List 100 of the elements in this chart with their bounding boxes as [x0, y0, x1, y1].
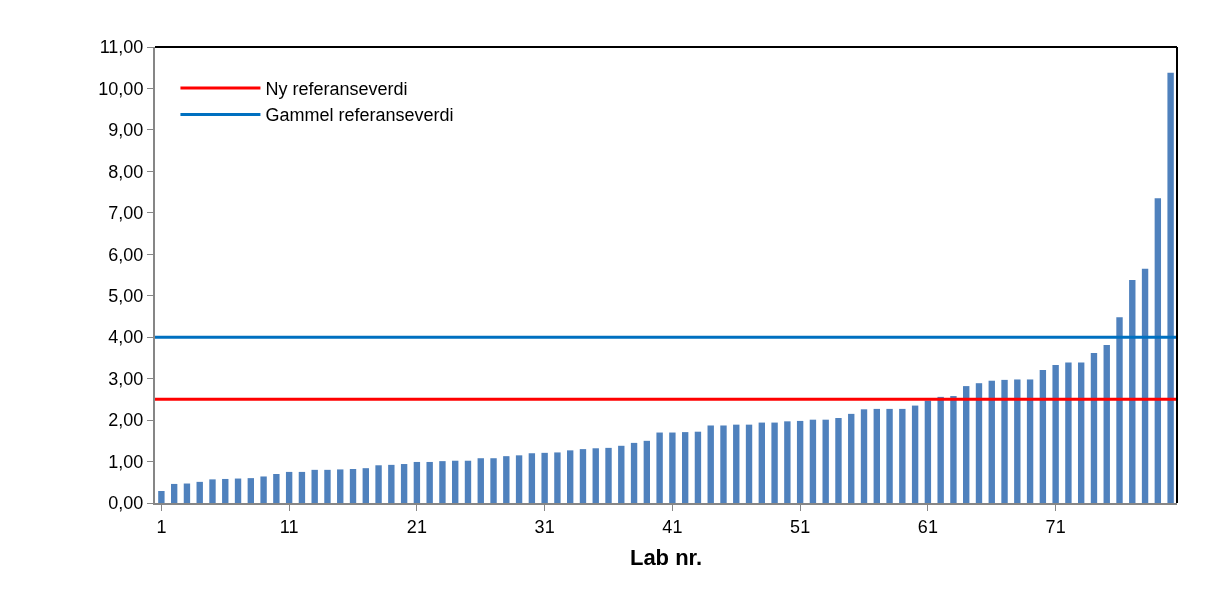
bar [592, 448, 599, 503]
bar [554, 452, 561, 503]
bar [1077, 362, 1085, 503]
bar [822, 419, 829, 503]
bar [937, 396, 944, 503]
bar [515, 455, 523, 503]
x-tick-label: 1 [156, 516, 167, 537]
y-tick-label: 2,00 [108, 410, 144, 431]
bar [1129, 279, 1136, 503]
bar [988, 380, 995, 503]
bar [566, 450, 574, 503]
bar [924, 400, 932, 503]
y-tick-label: 0,00 [108, 493, 144, 514]
y-tick-label: 7,00 [108, 203, 144, 224]
bar [324, 469, 331, 503]
bar [733, 424, 740, 503]
bar [464, 460, 472, 503]
bar [1065, 362, 1072, 503]
bar [681, 432, 689, 503]
bar [950, 396, 957, 503]
bar [707, 425, 714, 503]
bar [886, 408, 893, 503]
bar [694, 431, 702, 503]
bar [183, 483, 191, 503]
bar [400, 464, 408, 503]
bar [911, 405, 919, 503]
bar [873, 408, 880, 503]
y-tick-label: 5,00 [108, 286, 144, 307]
bar [1141, 268, 1149, 503]
bar [439, 461, 446, 503]
bar [260, 476, 267, 503]
y-tick-label: 11,00 [99, 37, 144, 58]
bar [209, 479, 216, 503]
bar [298, 471, 306, 503]
bar [388, 464, 395, 503]
y-tick-label: 4,00 [108, 327, 144, 348]
bar [835, 418, 842, 503]
x-tick-label: 51 [790, 516, 811, 537]
bar [477, 458, 484, 503]
bar [247, 478, 255, 503]
bar [362, 468, 369, 503]
bar [643, 440, 651, 503]
x-axis-title: Lab nr. [629, 545, 703, 570]
bar [745, 424, 753, 503]
bar [720, 425, 727, 503]
bar [771, 422, 778, 503]
y-tick-label: 9,00 [108, 120, 144, 141]
bar [1090, 352, 1098, 503]
bar [452, 460, 459, 503]
bar [158, 490, 165, 503]
bar [796, 420, 804, 503]
bar [1116, 317, 1123, 503]
bar [860, 409, 868, 503]
bar [541, 452, 548, 503]
bar [605, 447, 612, 503]
y-tick-label: 10,00 [98, 78, 144, 99]
bar [1103, 345, 1110, 503]
bar [349, 469, 357, 503]
bar [234, 478, 242, 503]
bar [1014, 379, 1021, 503]
bar [503, 456, 510, 503]
bar [1026, 379, 1034, 503]
bar [337, 469, 344, 503]
y-tick-label: 1,00 [108, 451, 144, 472]
bar [196, 481, 203, 503]
x-tick-label: 61 [917, 516, 938, 537]
bar [784, 421, 791, 503]
bar [758, 422, 766, 503]
bar [669, 432, 676, 503]
x-tick-label: 11 [279, 516, 299, 537]
bar [1052, 364, 1059, 503]
bar [222, 478, 229, 503]
y-tick-label: 6,00 [108, 244, 144, 265]
x-tick-label: 31 [534, 516, 555, 537]
bar [1154, 198, 1162, 503]
bar [273, 473, 280, 503]
bar [1001, 379, 1008, 503]
bar [375, 465, 382, 503]
bar [618, 445, 625, 503]
legend-label: Ny referanseverdi [265, 79, 408, 100]
legend-label: Gammel referanseverdi [265, 105, 454, 126]
bar [579, 449, 587, 503]
bar [311, 469, 318, 503]
bar [630, 442, 638, 503]
bar [285, 471, 293, 503]
x-tick-label: 21 [406, 516, 427, 537]
bar [848, 413, 855, 503]
y-tick-label: 3,00 [108, 368, 144, 389]
bar [963, 386, 970, 503]
bar [809, 419, 817, 503]
bar [490, 458, 497, 503]
y-tick-label: 8,00 [108, 161, 144, 182]
bar [975, 383, 983, 503]
bar [899, 408, 906, 503]
bar [656, 432, 663, 503]
bar [426, 461, 433, 503]
bar [528, 453, 536, 503]
bar [413, 461, 421, 503]
bar [1167, 72, 1174, 503]
x-tick-label: 71 [1045, 516, 1066, 537]
